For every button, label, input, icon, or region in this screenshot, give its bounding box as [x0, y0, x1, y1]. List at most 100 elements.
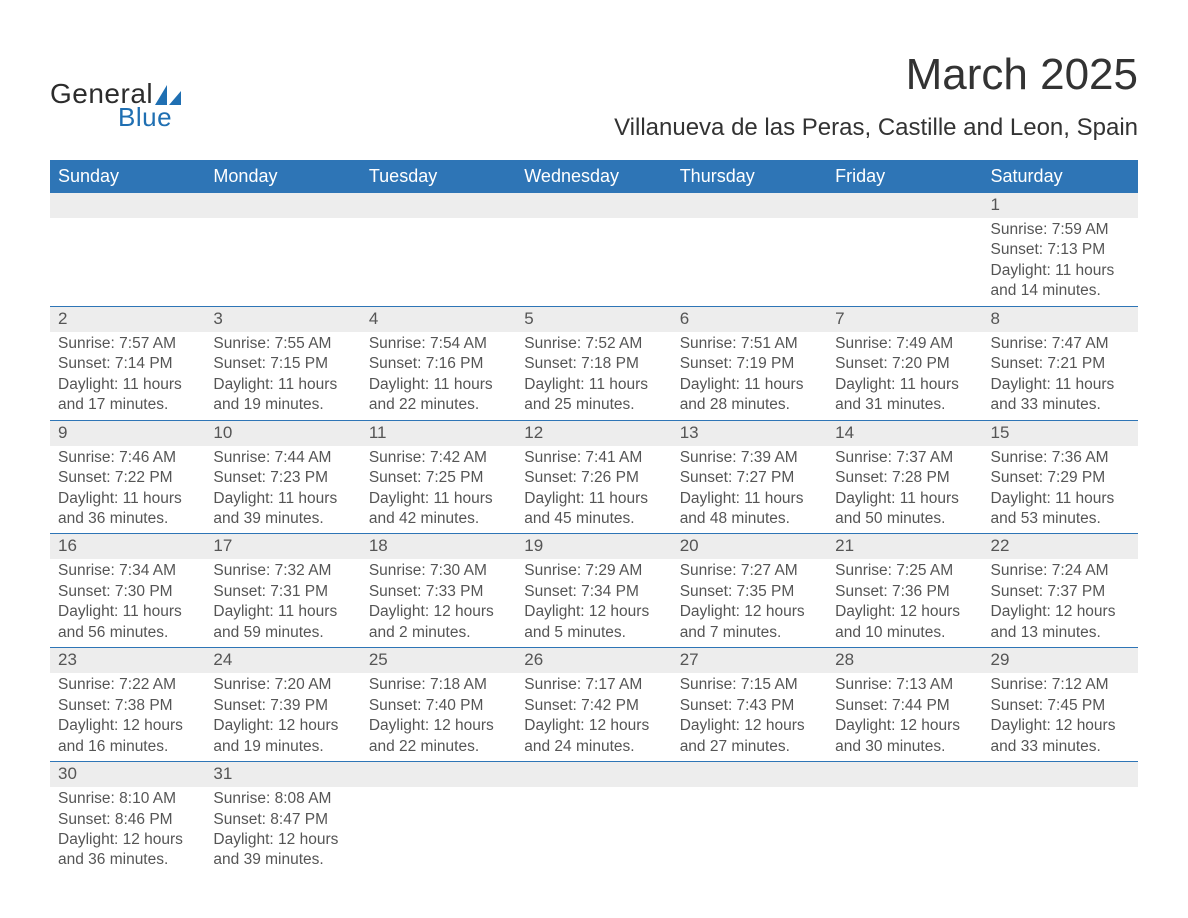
daylight-line: Daylight: 11 hours and 22 minutes.	[369, 375, 508, 416]
calendar-day-cell: 15Sunrise: 7:36 AMSunset: 7:29 PMDayligh…	[983, 420, 1138, 534]
sunrise-line: Sunrise: 7:20 AM	[213, 675, 352, 695]
daylight-line: Daylight: 12 hours and 24 minutes.	[524, 716, 663, 757]
day-body: Sunrise: 7:18 AMSunset: 7:40 PMDaylight:…	[361, 673, 516, 761]
calendar-day-cell	[983, 762, 1138, 875]
sunrise-line: Sunrise: 7:47 AM	[991, 334, 1130, 354]
calendar-day-cell	[50, 193, 205, 306]
sunset-line: Sunset: 7:36 PM	[835, 582, 974, 602]
daylight-line: Daylight: 11 hours and 19 minutes.	[213, 375, 352, 416]
sunrise-line: Sunrise: 8:08 AM	[213, 789, 352, 809]
day-body	[205, 218, 360, 224]
day-number: 13	[672, 421, 827, 446]
weekday-header: Monday	[205, 160, 360, 193]
sunset-line: Sunset: 7:19 PM	[680, 354, 819, 374]
calendar-day-cell	[516, 762, 671, 875]
day-number: 6	[672, 307, 827, 332]
sunrise-line: Sunrise: 7:12 AM	[991, 675, 1130, 695]
day-number	[205, 193, 360, 218]
sunrise-line: Sunrise: 7:17 AM	[524, 675, 663, 695]
daylight-line: Daylight: 11 hours and 39 minutes.	[213, 489, 352, 530]
sunrise-line: Sunrise: 7:46 AM	[58, 448, 197, 468]
day-body: Sunrise: 7:27 AMSunset: 7:35 PMDaylight:…	[672, 559, 827, 647]
sunset-line: Sunset: 7:21 PM	[991, 354, 1130, 374]
day-body: Sunrise: 7:34 AMSunset: 7:30 PMDaylight:…	[50, 559, 205, 647]
day-body: Sunrise: 7:49 AMSunset: 7:20 PMDaylight:…	[827, 332, 982, 420]
calendar-day-cell: 9Sunrise: 7:46 AMSunset: 7:22 PMDaylight…	[50, 420, 205, 534]
daylight-line: Daylight: 12 hours and 22 minutes.	[369, 716, 508, 757]
day-number: 21	[827, 534, 982, 559]
daylight-line: Daylight: 11 hours and 14 minutes.	[991, 261, 1130, 302]
day-number: 20	[672, 534, 827, 559]
day-body	[516, 787, 671, 793]
calendar-week-row: 30Sunrise: 8:10 AMSunset: 8:46 PMDayligh…	[50, 762, 1138, 875]
daylight-line: Daylight: 11 hours and 31 minutes.	[835, 375, 974, 416]
daylight-line: Daylight: 11 hours and 45 minutes.	[524, 489, 663, 530]
sunset-line: Sunset: 7:44 PM	[835, 696, 974, 716]
calendar-day-cell: 3Sunrise: 7:55 AMSunset: 7:15 PMDaylight…	[205, 306, 360, 420]
day-number: 1	[983, 193, 1138, 218]
calendar-day-cell: 24Sunrise: 7:20 AMSunset: 7:39 PMDayligh…	[205, 648, 360, 762]
sunset-line: Sunset: 7:33 PM	[369, 582, 508, 602]
day-number	[516, 193, 671, 218]
calendar-day-cell: 26Sunrise: 7:17 AMSunset: 7:42 PMDayligh…	[516, 648, 671, 762]
calendar-day-cell: 4Sunrise: 7:54 AMSunset: 7:16 PMDaylight…	[361, 306, 516, 420]
day-number: 23	[50, 648, 205, 673]
sunset-line: Sunset: 7:31 PM	[213, 582, 352, 602]
day-body: Sunrise: 7:24 AMSunset: 7:37 PMDaylight:…	[983, 559, 1138, 647]
calendar-table: SundayMondayTuesdayWednesdayThursdayFrid…	[50, 160, 1138, 875]
weekday-header: Thursday	[672, 160, 827, 193]
calendar-day-cell: 5Sunrise: 7:52 AMSunset: 7:18 PMDaylight…	[516, 306, 671, 420]
calendar-day-cell	[672, 193, 827, 306]
day-number: 15	[983, 421, 1138, 446]
day-body: Sunrise: 7:42 AMSunset: 7:25 PMDaylight:…	[361, 446, 516, 534]
daylight-line: Daylight: 12 hours and 30 minutes.	[835, 716, 974, 757]
daylight-line: Daylight: 11 hours and 48 minutes.	[680, 489, 819, 530]
sunrise-line: Sunrise: 7:27 AM	[680, 561, 819, 581]
sunset-line: Sunset: 7:39 PM	[213, 696, 352, 716]
day-number: 8	[983, 307, 1138, 332]
day-number: 4	[361, 307, 516, 332]
daylight-line: Daylight: 11 hours and 56 minutes.	[58, 602, 197, 643]
calendar-day-cell: 10Sunrise: 7:44 AMSunset: 7:23 PMDayligh…	[205, 420, 360, 534]
calendar-week-row: 16Sunrise: 7:34 AMSunset: 7:30 PMDayligh…	[50, 534, 1138, 648]
calendar-day-cell: 8Sunrise: 7:47 AMSunset: 7:21 PMDaylight…	[983, 306, 1138, 420]
sunrise-line: Sunrise: 7:41 AM	[524, 448, 663, 468]
sunset-line: Sunset: 8:47 PM	[213, 810, 352, 830]
calendar-day-cell	[205, 193, 360, 306]
daylight-line: Daylight: 12 hours and 13 minutes.	[991, 602, 1130, 643]
day-body: Sunrise: 7:59 AMSunset: 7:13 PMDaylight:…	[983, 218, 1138, 306]
daylight-line: Daylight: 12 hours and 33 minutes.	[991, 716, 1130, 757]
calendar-day-cell	[827, 193, 982, 306]
sunrise-line: Sunrise: 7:49 AM	[835, 334, 974, 354]
day-number: 18	[361, 534, 516, 559]
day-number: 3	[205, 307, 360, 332]
logo: General Blue	[50, 50, 181, 133]
sunrise-line: Sunrise: 7:13 AM	[835, 675, 974, 695]
calendar-day-cell: 28Sunrise: 7:13 AMSunset: 7:44 PMDayligh…	[827, 648, 982, 762]
sunrise-line: Sunrise: 7:59 AM	[991, 220, 1130, 240]
day-body: Sunrise: 7:32 AMSunset: 7:31 PMDaylight:…	[205, 559, 360, 647]
weekday-header-row: SundayMondayTuesdayWednesdayThursdayFrid…	[50, 160, 1138, 193]
sunrise-line: Sunrise: 7:29 AM	[524, 561, 663, 581]
sunset-line: Sunset: 7:35 PM	[680, 582, 819, 602]
sunset-line: Sunset: 7:38 PM	[58, 696, 197, 716]
calendar-day-cell: 17Sunrise: 7:32 AMSunset: 7:31 PMDayligh…	[205, 534, 360, 648]
sunset-line: Sunset: 7:16 PM	[369, 354, 508, 374]
calendar-day-cell: 27Sunrise: 7:15 AMSunset: 7:43 PMDayligh…	[672, 648, 827, 762]
sunset-line: Sunset: 7:45 PM	[991, 696, 1130, 716]
calendar-week-row: 23Sunrise: 7:22 AMSunset: 7:38 PMDayligh…	[50, 648, 1138, 762]
daylight-line: Daylight: 11 hours and 42 minutes.	[369, 489, 508, 530]
day-body	[516, 218, 671, 224]
daylight-line: Daylight: 12 hours and 2 minutes.	[369, 602, 508, 643]
day-body	[983, 787, 1138, 793]
day-number: 19	[516, 534, 671, 559]
sunrise-line: Sunrise: 7:54 AM	[369, 334, 508, 354]
logo-sail-icon	[155, 85, 181, 105]
day-body	[672, 787, 827, 793]
sunset-line: Sunset: 7:25 PM	[369, 468, 508, 488]
day-body: Sunrise: 7:29 AMSunset: 7:34 PMDaylight:…	[516, 559, 671, 647]
weekday-header: Wednesday	[516, 160, 671, 193]
day-body: Sunrise: 7:47 AMSunset: 7:21 PMDaylight:…	[983, 332, 1138, 420]
calendar-day-cell: 20Sunrise: 7:27 AMSunset: 7:35 PMDayligh…	[672, 534, 827, 648]
sunset-line: Sunset: 7:27 PM	[680, 468, 819, 488]
